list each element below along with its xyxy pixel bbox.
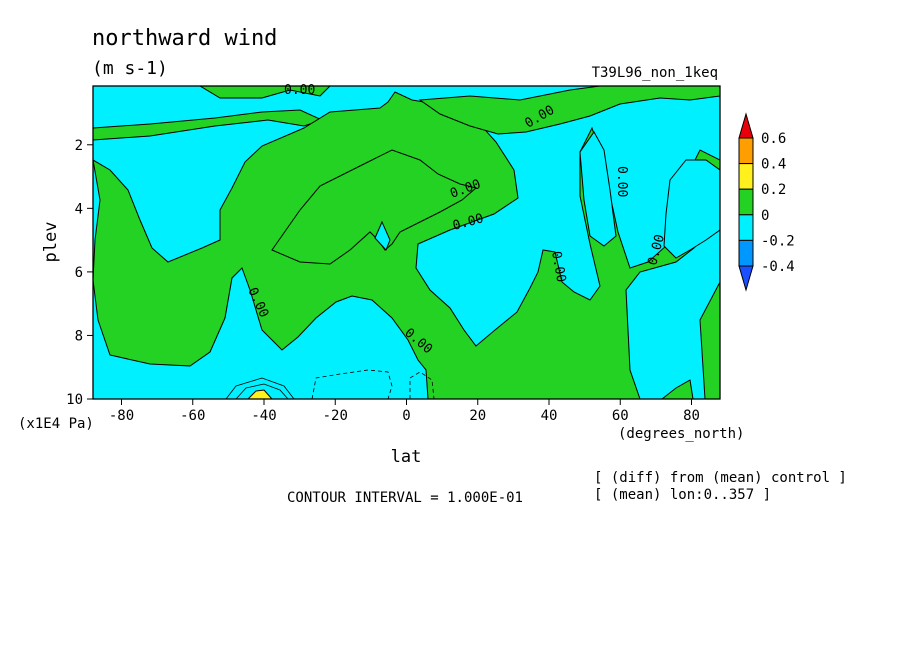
- x-tick-label: 0: [402, 408, 410, 424]
- x-tick-label: 60: [612, 408, 629, 424]
- y-tick-label: 4: [75, 201, 83, 217]
- colorbar-band: [738, 188, 754, 216]
- field-positive-region: [271, 149, 478, 265]
- field-positive-region: [93, 91, 720, 399]
- chart-title: northward wind: [92, 26, 277, 51]
- field-contour-line: [225, 377, 295, 399]
- field-high-patch: [247, 389, 273, 399]
- x-tick-label: -80: [109, 408, 134, 424]
- colorbar-band: [738, 239, 754, 267]
- colorbar-label: 0: [761, 208, 769, 224]
- x-axis-label: lat: [391, 447, 422, 467]
- field-negative-pocket: [663, 159, 720, 259]
- colorbar-label: 0.4: [761, 157, 786, 173]
- y-tick-label: 6: [75, 265, 83, 281]
- field-negative-pocket: [579, 131, 617, 247]
- x-axis: -80 -60 -40 -20 0 20 40 60 80: [109, 399, 700, 424]
- field-positive-region: [93, 86, 331, 99]
- contour-field: [93, 86, 720, 399]
- x-tick-label: 20: [469, 408, 486, 424]
- colorbar-band: [738, 163, 754, 190]
- y-axis-label: plev: [41, 222, 61, 263]
- field-negative-contour: [409, 371, 435, 399]
- x-tick-label: -20: [323, 408, 348, 424]
- field-negative-pocket: [374, 220, 391, 251]
- y-tick-label: 8: [75, 328, 83, 344]
- x-tick-label: -60: [180, 408, 205, 424]
- colorbar-label: -0.2: [761, 233, 795, 249]
- x-tick-label: 80: [683, 408, 700, 424]
- colorbar-label: 0.6: [761, 131, 786, 147]
- x-units: (degrees_north): [618, 426, 744, 442]
- colorbar-label: -0.4: [761, 259, 795, 275]
- field-negative-contour: [311, 369, 393, 399]
- contour-label: 0.00: [284, 83, 315, 98]
- x-tick-label: -40: [251, 408, 276, 424]
- colorbar-band: [738, 137, 754, 165]
- field-positive-region: [93, 109, 324, 141]
- y-tick-label: 2: [75, 138, 83, 154]
- y-tick-label: 10: [66, 392, 83, 408]
- contour-label: 0.00: [548, 250, 568, 283]
- note-line: [ (diff) from (mean) control ]: [594, 470, 847, 486]
- colorbar-top-arrow: [738, 112, 754, 139]
- colorbar: 0.6 0.4 0.2 0 -0.2 -0.4: [738, 112, 795, 292]
- colorbar-band: [738, 214, 754, 241]
- note-line: [ (mean) lon:0..357 ]: [594, 487, 771, 503]
- contour-label: 0.00: [614, 166, 629, 197]
- field-contour-line: [235, 383, 289, 399]
- colorbar-label: 0.2: [761, 182, 786, 198]
- x-tick-label: 40: [541, 408, 558, 424]
- chart-units: (m s-1): [92, 58, 168, 79]
- contour-interval: CONTOUR INTERVAL = 1.000E-01: [287, 490, 523, 506]
- field-positive-region: [418, 86, 720, 135]
- colorbar-bottom-arrow: [738, 265, 754, 292]
- run-label: T39L96_non_1keq: [592, 65, 718, 81]
- y-axis: 2 4 6 8 10: [66, 138, 93, 408]
- y-multiplier: (x1E4 Pa): [18, 416, 94, 432]
